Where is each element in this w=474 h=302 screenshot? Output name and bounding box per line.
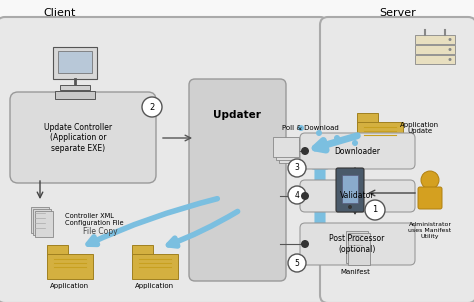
FancyBboxPatch shape [300,133,415,169]
Bar [279,143,305,163]
Text: Administrator
uses Manifest
Utility: Administrator uses Manifest Utility [409,222,452,239]
Bar [58,51,92,73]
Text: Post Processor
(optional): Post Processor (optional) [329,234,385,254]
Circle shape [448,38,452,41]
Text: Application
Update: Application Update [401,121,439,134]
Bar [348,233,370,265]
Bar [33,209,51,235]
FancyBboxPatch shape [418,187,442,209]
Bar [344,229,366,261]
Circle shape [348,205,352,209]
Bar [60,85,90,90]
Bar [132,245,153,255]
Bar [346,231,368,263]
Text: 5: 5 [294,259,300,268]
Circle shape [288,159,306,177]
FancyBboxPatch shape [300,180,415,212]
Bar [415,35,455,44]
Circle shape [334,135,340,141]
Circle shape [301,192,309,200]
Circle shape [352,140,358,146]
Text: 4: 4 [294,191,300,200]
Circle shape [301,240,309,248]
Bar [47,245,68,255]
Text: Application: Application [136,283,174,289]
Bar [342,175,358,203]
Text: Controller XML
Configuration File: Controller XML Configuration File [65,214,124,226]
Text: Validator: Validator [340,191,374,201]
Bar [132,253,178,279]
FancyBboxPatch shape [336,168,364,212]
FancyBboxPatch shape [189,79,286,281]
Text: Manifest: Manifest [340,269,370,275]
Circle shape [365,200,385,220]
FancyBboxPatch shape [10,92,156,183]
Bar [415,55,455,64]
Circle shape [316,130,322,136]
Text: 1: 1 [373,205,378,214]
Circle shape [448,58,452,61]
Text: Application: Application [50,283,90,289]
FancyBboxPatch shape [300,223,415,265]
Bar [47,253,93,279]
Circle shape [298,125,304,131]
Text: 2: 2 [149,102,155,111]
Circle shape [301,147,309,155]
Text: 3: 3 [294,163,300,172]
Bar [276,140,302,160]
Circle shape [421,171,439,189]
Circle shape [288,186,306,204]
Text: Poll & Download: Poll & Download [282,125,338,131]
Text: Update Controller
(Application or
separate EXE): Update Controller (Application or separa… [44,123,112,153]
FancyBboxPatch shape [320,17,474,302]
FancyBboxPatch shape [0,17,328,302]
Bar [35,211,53,237]
Text: Updater: Updater [213,110,261,120]
Circle shape [448,48,452,51]
Text: Server: Server [380,8,416,18]
Bar [357,121,403,147]
Circle shape [288,254,306,272]
Bar [55,91,95,99]
Bar [273,137,299,157]
Bar [53,47,97,79]
Text: File Copy: File Copy [82,227,117,236]
Circle shape [142,97,162,117]
Text: Downloader: Downloader [334,146,380,156]
Bar [415,45,455,54]
Bar [357,113,378,123]
Bar [31,207,49,233]
Text: Client: Client [44,8,76,18]
